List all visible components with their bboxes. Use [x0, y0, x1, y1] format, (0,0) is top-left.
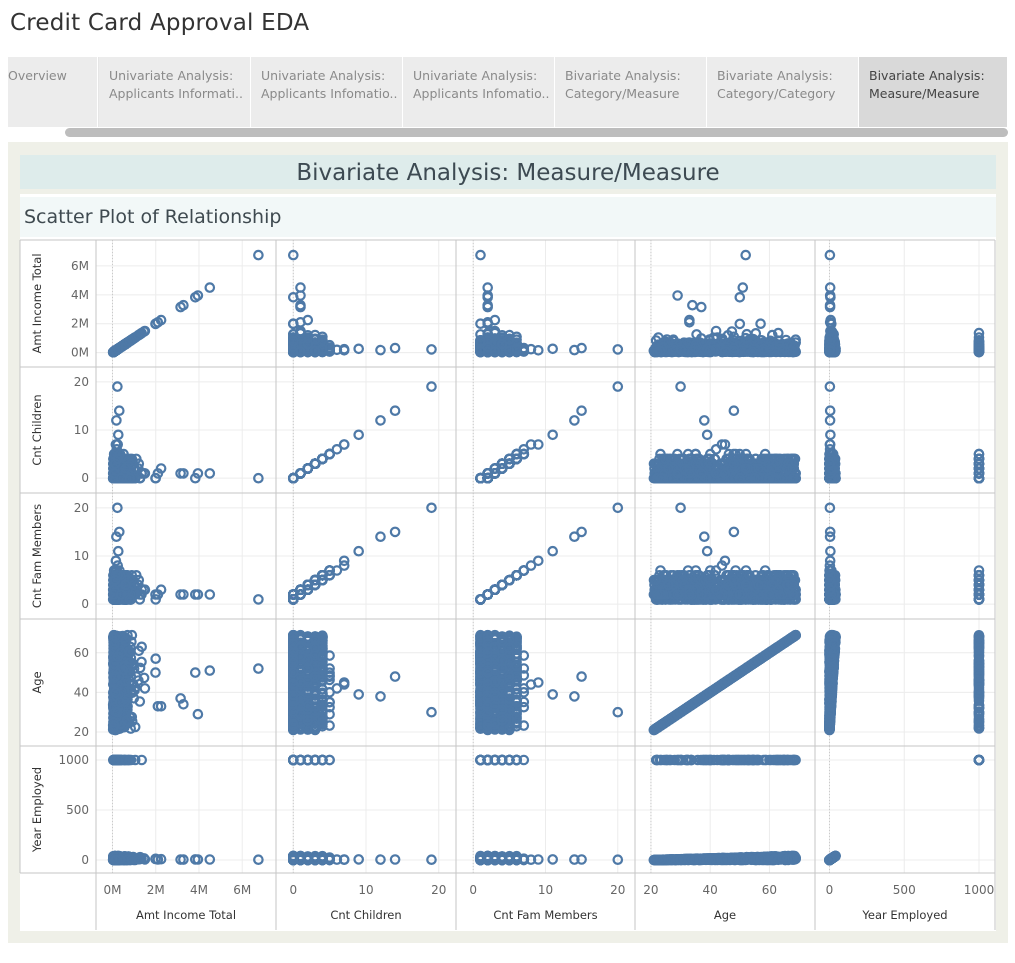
- data-point[interactable]: [254, 251, 262, 259]
- scatter-panel-amt-income-total-vs-cnt-children[interactable]: [289, 251, 436, 356]
- data-point[interactable]: [391, 344, 399, 352]
- scatter-panel-amt-income-total-vs-amt-income-total[interactable]: [109, 251, 263, 356]
- data-point[interactable]: [206, 283, 214, 291]
- data-point[interactable]: [355, 345, 363, 353]
- scatter-panel-amt-income-total-vs-cnt-fam-members[interactable]: [476, 251, 622, 356]
